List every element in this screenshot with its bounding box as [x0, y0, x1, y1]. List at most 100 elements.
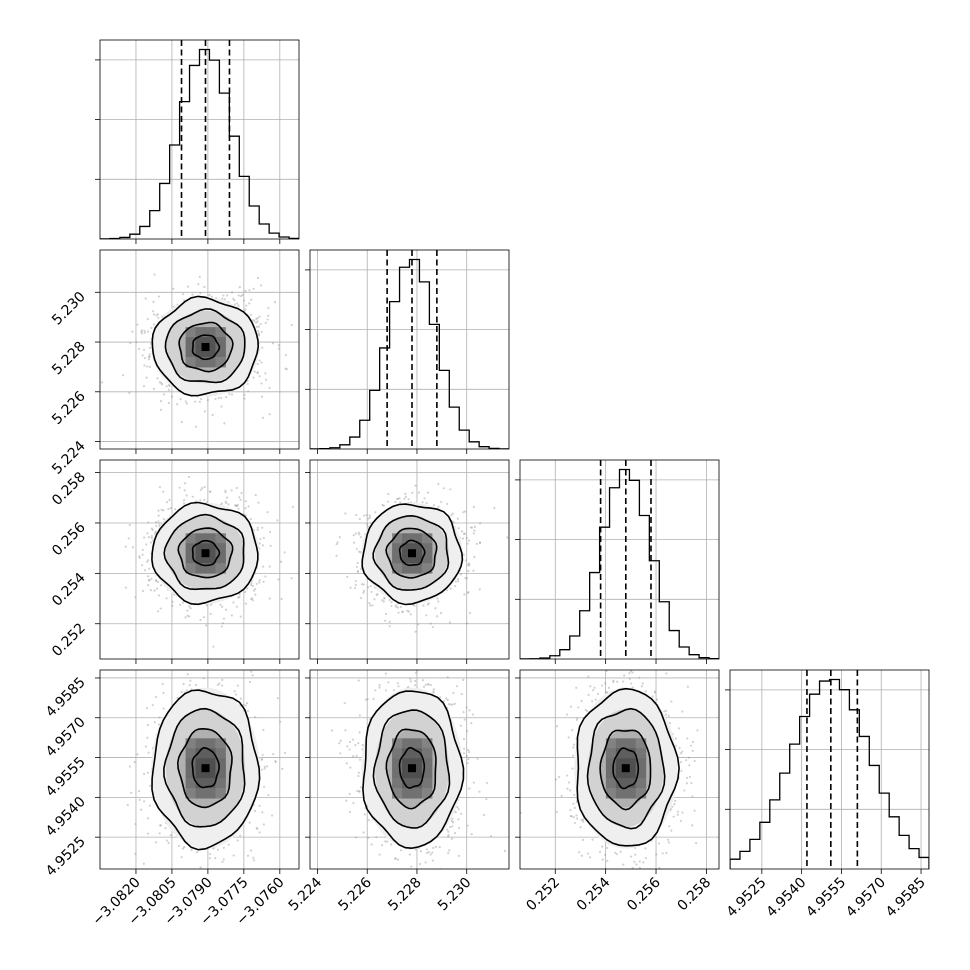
density-cell	[635, 758, 647, 769]
panel-frame	[99, 669, 300, 870]
sample-point	[176, 696, 179, 699]
density-cell	[185, 778, 197, 789]
sample-point	[224, 608, 228, 611]
density-cell	[605, 778, 617, 789]
sample-point	[261, 811, 264, 814]
sample-point	[209, 603, 212, 606]
sample-point	[463, 532, 466, 535]
sample-point	[266, 511, 269, 514]
x-tick-label: 4.9525	[724, 875, 770, 921]
sample-point	[630, 682, 633, 685]
sample-point	[179, 398, 182, 401]
sample-point	[601, 858, 604, 861]
y-tick-label: 5.224	[49, 438, 89, 478]
density-cell	[421, 778, 433, 789]
sample-point	[146, 575, 150, 578]
sample-point	[677, 727, 681, 730]
sample-point	[227, 872, 229, 874]
sample-point	[354, 836, 357, 839]
sample-point	[432, 504, 436, 507]
sample-point	[685, 782, 688, 785]
sample-point	[371, 604, 374, 607]
sample-point	[450, 514, 453, 517]
sample-point	[588, 856, 592, 859]
sample-point	[472, 569, 475, 572]
sample-point	[359, 596, 362, 600]
sample-point	[254, 493, 257, 497]
sample-point	[268, 597, 271, 600]
sample-point	[256, 276, 260, 280]
sample-point	[154, 521, 158, 524]
sample-point	[244, 590, 247, 594]
sample-point	[182, 683, 185, 686]
sample-point	[197, 654, 199, 656]
sample-point	[426, 491, 430, 494]
density-cell	[205, 788, 216, 799]
sample-point	[581, 838, 585, 841]
sample-point	[454, 580, 457, 583]
sample-point	[172, 287, 175, 290]
sample-point	[238, 593, 241, 596]
density-content	[310, 460, 509, 659]
sample-point	[182, 502, 186, 505]
sample-point	[154, 695, 158, 699]
sample-point	[591, 838, 594, 841]
sample-point	[264, 372, 267, 375]
density-peak	[201, 549, 210, 558]
panel-frame	[99, 459, 300, 660]
sample-point	[264, 321, 267, 324]
sample-point	[202, 677, 205, 680]
sample-point	[693, 809, 696, 812]
sample-point	[147, 355, 151, 358]
sample-point	[239, 295, 243, 298]
sample-point	[146, 317, 149, 321]
sample-point	[148, 784, 152, 787]
sample-point	[445, 697, 448, 700]
density-cell	[402, 553, 413, 564]
sample-point	[358, 714, 361, 717]
sample-point	[472, 781, 475, 784]
sample-point	[382, 600, 385, 603]
sample-point	[404, 495, 408, 498]
sample-point	[268, 530, 272, 534]
sample-point	[462, 752, 466, 755]
sample-point	[356, 561, 359, 565]
density-peak	[201, 764, 210, 773]
sample-point	[421, 501, 424, 504]
sample-point	[158, 716, 161, 719]
sample-point	[365, 513, 368, 517]
sample-point	[249, 849, 253, 852]
sample-point	[628, 672, 631, 675]
density-cell	[215, 533, 226, 544]
sample-point	[261, 565, 265, 568]
sample-point	[338, 536, 341, 539]
sample-point	[171, 600, 174, 603]
contour-line	[163, 707, 246, 828]
sample-point	[246, 709, 250, 712]
sample-point	[152, 310, 155, 313]
sample-point	[279, 560, 283, 563]
sample-point	[466, 542, 469, 545]
sample-point	[691, 824, 694, 827]
density-panel-3-0	[95, 654, 300, 874]
sample-point	[248, 302, 251, 305]
sample-point	[145, 376, 148, 379]
sample-point	[225, 502, 228, 505]
sample-point	[222, 858, 225, 861]
sample-point	[241, 293, 244, 296]
sample-point	[448, 849, 451, 852]
sample-point	[573, 821, 577, 825]
sample-point	[456, 517, 459, 520]
sample-point	[244, 507, 247, 510]
sample-point	[482, 813, 486, 817]
sample-point	[467, 563, 470, 566]
y-tick-label: 5.226	[49, 388, 89, 428]
density-cell	[205, 768, 216, 779]
sample-point	[250, 597, 253, 601]
sample-point	[147, 536, 150, 539]
sample-point	[629, 670, 633, 673]
density-panel-3-1	[305, 669, 510, 874]
sample-point	[211, 413, 214, 417]
sample-point	[569, 809, 572, 812]
sample-point	[446, 698, 449, 702]
